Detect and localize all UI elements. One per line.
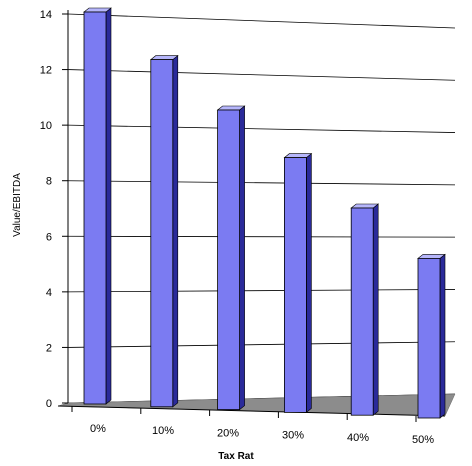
bar-top bbox=[149, 55, 179, 60]
y-axis-label: Value/EBITDA bbox=[12, 173, 23, 237]
gridline bbox=[67, 235, 456, 238]
bar-top bbox=[83, 7, 112, 13]
bar-side bbox=[105, 7, 112, 405]
bar-front bbox=[417, 257, 441, 419]
tick-labels: 0 2 4 6 8 10 12 14 0% 10% 20% 30% 40% 50% bbox=[40, 9, 434, 446]
bar bbox=[283, 152, 313, 414]
bar-top bbox=[350, 203, 380, 209]
x-tick-label: 20% bbox=[217, 427, 239, 439]
bar bbox=[417, 253, 446, 419]
y-tick-label: 14 bbox=[40, 9, 52, 21]
y-tick-label: 6 bbox=[46, 231, 52, 243]
gridline bbox=[67, 180, 456, 186]
floor-plane bbox=[57, 393, 456, 417]
y-tick-label: 0 bbox=[46, 398, 52, 410]
x-tick-label: 0% bbox=[90, 423, 106, 435]
bar-front bbox=[283, 157, 307, 413]
bar-front bbox=[150, 59, 174, 408]
x-tick-label: 10% bbox=[152, 425, 174, 437]
bar-top bbox=[283, 153, 313, 158]
y-tick-label: 4 bbox=[46, 287, 52, 299]
bar-side bbox=[306, 152, 312, 414]
bar-front bbox=[217, 109, 241, 411]
bar-front bbox=[83, 11, 107, 405]
bar bbox=[83, 7, 112, 405]
gridline bbox=[67, 124, 456, 133]
gridlines bbox=[67, 13, 456, 404]
gridline bbox=[67, 13, 456, 29]
x-tick-label: 50% bbox=[412, 434, 434, 446]
bar bbox=[216, 105, 246, 411]
gridline bbox=[67, 341, 456, 348]
bar bbox=[149, 54, 179, 408]
y-tick-label: 8 bbox=[46, 176, 52, 188]
bar-top bbox=[417, 254, 446, 259]
x-tick-label: 30% bbox=[282, 430, 304, 442]
x-axis-line bbox=[57, 405, 446, 417]
gridline bbox=[67, 69, 456, 81]
bar-side bbox=[439, 253, 446, 419]
gridline bbox=[67, 289, 456, 293]
y-tick-label: 12 bbox=[40, 65, 52, 77]
bar-side bbox=[239, 105, 245, 411]
x-tick-label: 40% bbox=[347, 432, 369, 444]
y-tick-label: 2 bbox=[46, 342, 52, 354]
bar-top bbox=[216, 105, 246, 111]
chart-floor bbox=[57, 393, 456, 417]
bar bbox=[350, 203, 380, 416]
bars bbox=[83, 7, 446, 419]
x-axis-label: Tax Rat bbox=[218, 451, 254, 462]
axes bbox=[57, 10, 446, 417]
bar-side bbox=[172, 54, 179, 408]
y-tick-label: 10 bbox=[40, 120, 52, 132]
bar-front bbox=[350, 207, 374, 416]
bar-side bbox=[372, 203, 379, 416]
